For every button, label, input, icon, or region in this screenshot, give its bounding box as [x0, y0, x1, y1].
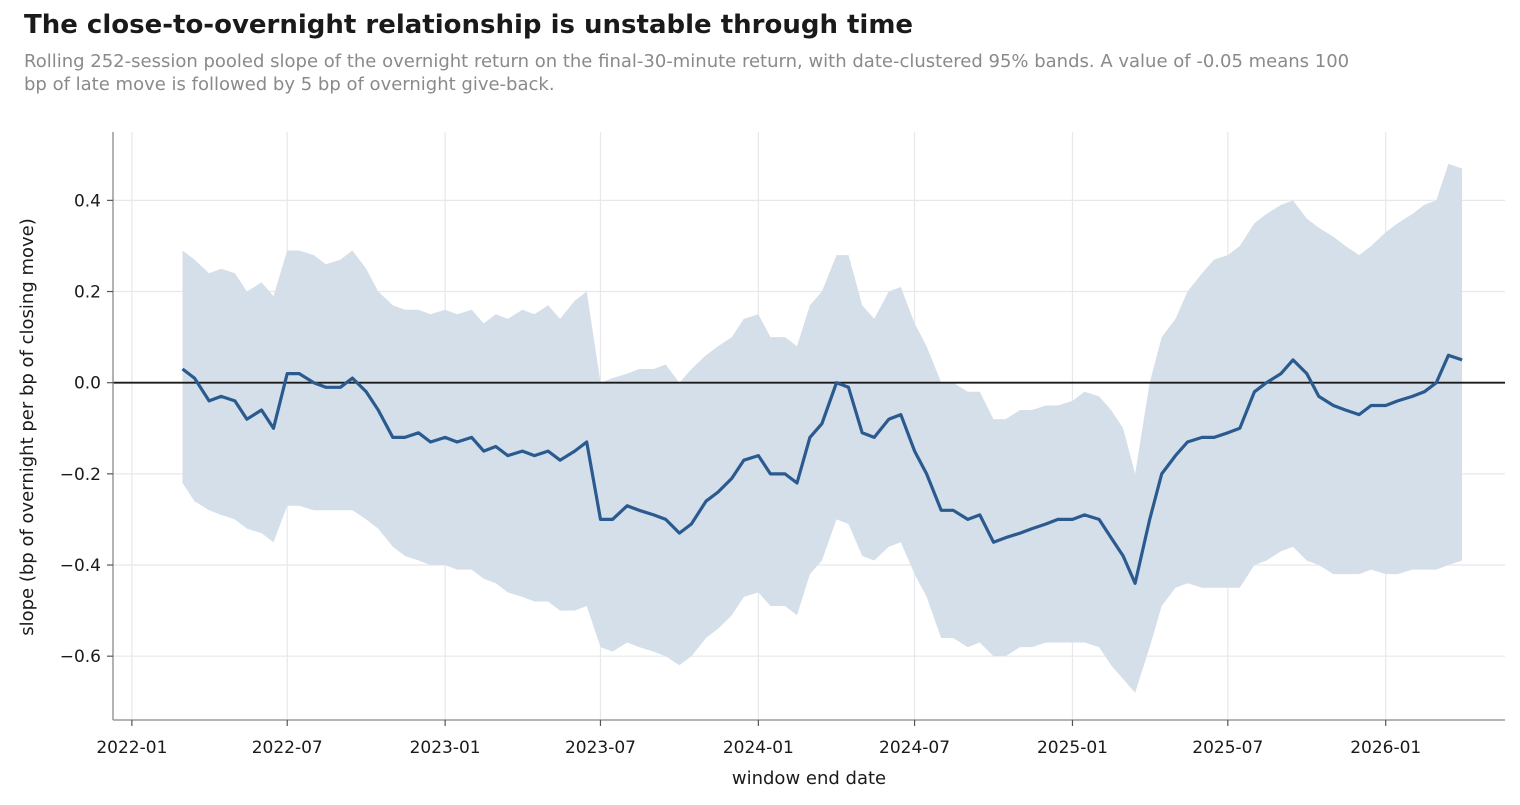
slope-line: [181, 353, 1463, 585]
chart-subtitle: Rolling 252-session pooled slope of the …: [24, 51, 1350, 95]
x-tick-label: 2024-07: [879, 738, 950, 758]
x-tick-label: 2022-07: [252, 738, 323, 758]
x-tick-label: 2025-01: [1037, 738, 1108, 758]
y-tick-label: 0.4: [74, 191, 101, 211]
x-tick-label: 2026-01: [1350, 738, 1421, 758]
x-axis-title: window end date: [732, 768, 886, 789]
y-tick-label: 0.0: [74, 374, 101, 394]
x-axis-ticks: 2022-01 2022-07 2023-01 2023-07 2024-01 2024-…: [96, 720, 1421, 758]
y-tick-label: −0.6: [60, 647, 101, 667]
x-tick-label: 2023-01: [410, 738, 481, 758]
x-tick-label: 2025-07: [1192, 738, 1263, 758]
confidence-band: [182, 163, 1463, 693]
y-tick-label: 0.2: [74, 283, 101, 303]
x-tick-label: 2024-01: [723, 738, 794, 758]
y-tick-label: −0.4: [60, 556, 101, 576]
y-tick-label: −0.2: [60, 465, 101, 485]
chart-title: The close-to-overnight relationship is u…: [24, 10, 914, 40]
y-axis-ticks: 0.4 0.2 0.0 −0.2 −0.4 −0.6: [60, 191, 113, 667]
x-tick-label: 2023-07: [565, 738, 636, 758]
y-axis-title: slope (bp of overnight per bp of closing…: [17, 218, 38, 636]
x-tick-label: 2022-01: [96, 738, 167, 758]
